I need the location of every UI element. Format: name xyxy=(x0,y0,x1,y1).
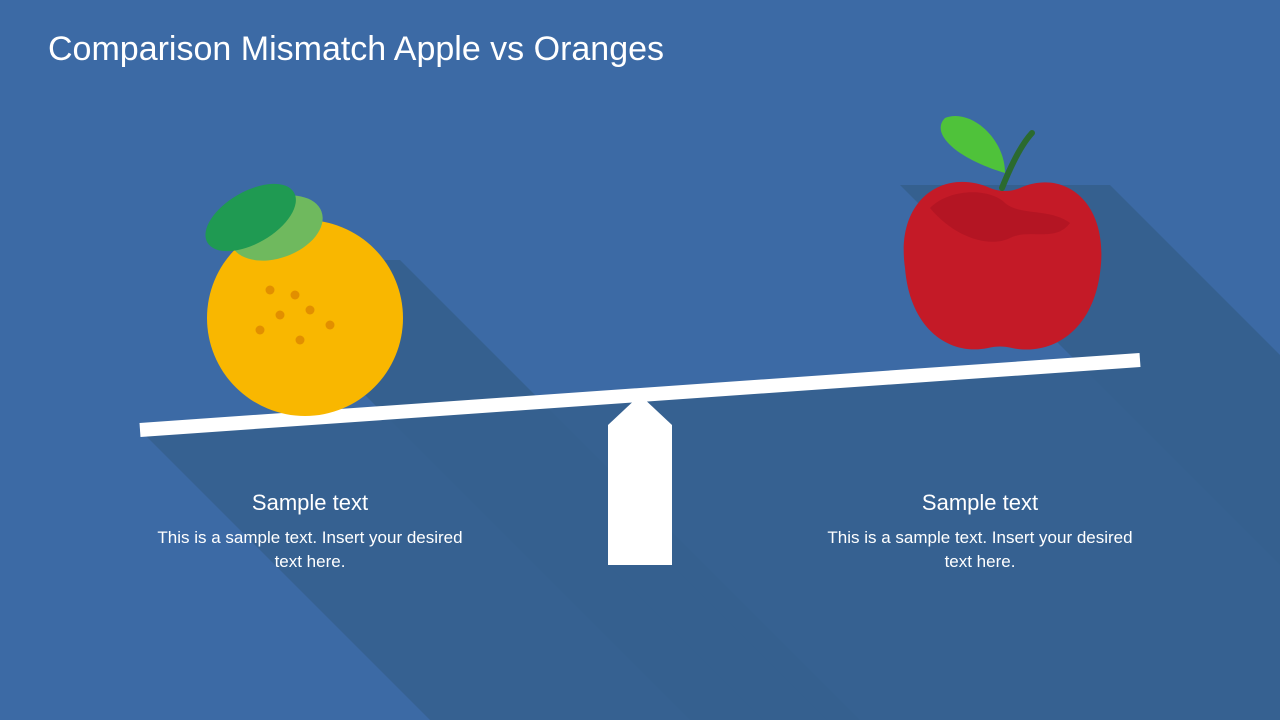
left-caption-body: This is a sample text. Insert your desir… xyxy=(150,526,470,574)
right-caption-body: This is a sample text. Insert your desir… xyxy=(820,526,1140,574)
apple-leaf xyxy=(941,116,1005,173)
seesaw-fulcrum xyxy=(608,395,672,565)
apple-icon xyxy=(904,116,1102,349)
left-caption-heading: Sample text xyxy=(150,490,470,516)
apple-stem xyxy=(1002,133,1032,188)
left-caption: Sample text This is a sample text. Inser… xyxy=(150,490,470,574)
seesaw-diagram xyxy=(0,0,1280,720)
right-caption: Sample text This is a sample text. Inser… xyxy=(820,490,1140,574)
right-caption-heading: Sample text xyxy=(820,490,1140,516)
orange-icon xyxy=(194,170,403,416)
slide-canvas: Comparison Mismatch Apple vs Oranges xyxy=(0,0,1280,720)
